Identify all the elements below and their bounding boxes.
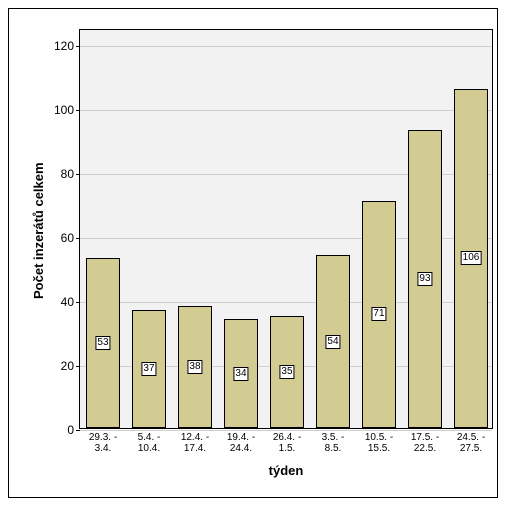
x-category-label: 10.5. -15.5. <box>356 432 402 454</box>
y-tick-mark <box>76 238 80 239</box>
bar-value-label: 34 <box>233 367 248 381</box>
y-tick-label: 60 <box>44 231 74 245</box>
y-tick-label: 20 <box>44 359 74 373</box>
bar-value-label: 53 <box>95 336 110 350</box>
x-category-label: 29.3. -3.4. <box>80 432 126 454</box>
y-tick-label: 120 <box>44 39 74 53</box>
y-tick-mark <box>76 110 80 111</box>
bar: 71 <box>362 201 396 428</box>
y-axis-title: Počet inzerátů celkem <box>31 162 46 299</box>
bar: 37 <box>132 310 166 428</box>
bar-value-label: 54 <box>325 335 340 349</box>
chart-frame: 0 20 40 60 80 100 120 53 29.3. -3.4. 37 5.4. -10.4… <box>8 8 498 498</box>
x-category-label: 19.4. -24.4. <box>218 432 264 454</box>
bar: 93 <box>408 130 442 428</box>
bar: 35 <box>270 316 304 428</box>
bar-value-label: 93 <box>417 272 432 286</box>
bar: 53 <box>86 258 120 428</box>
bar-value-label: 35 <box>279 365 294 379</box>
bar: 54 <box>316 255 350 428</box>
y-tick-label: 0 <box>44 423 74 437</box>
bar-value-label: 106 <box>461 251 482 265</box>
y-tick-mark <box>76 46 80 47</box>
x-category-label: 3.5. -8.5. <box>310 432 356 454</box>
y-tick-mark <box>76 174 80 175</box>
grid-line <box>80 430 492 431</box>
y-tick-mark <box>76 302 80 303</box>
bar-value-label: 38 <box>187 360 202 374</box>
bar-value-label: 37 <box>141 362 156 376</box>
x-category-label: 17.5. -22.5. <box>402 432 448 454</box>
x-category-label: 12.4. -17.4. <box>172 432 218 454</box>
bar-value-label: 71 <box>371 307 386 321</box>
y-tick-label: 100 <box>44 103 74 117</box>
x-axis-title: týden <box>79 463 493 478</box>
grid-line <box>80 46 492 47</box>
y-tick-mark <box>76 430 80 431</box>
bar: 38 <box>178 306 212 428</box>
y-tick-label: 80 <box>44 167 74 181</box>
y-tick-label: 40 <box>44 295 74 309</box>
bar: 34 <box>224 319 258 428</box>
x-category-label: 24.5. -27.5. <box>448 432 494 454</box>
bar: 106 <box>454 89 488 428</box>
x-category-label: 26.4. -1.5. <box>264 432 310 454</box>
x-category-label: 5.4. -10.4. <box>126 432 172 454</box>
y-tick-mark <box>76 366 80 367</box>
plot-area: 0204060801001205329.3. -3.4.375.4. -10.4… <box>79 29 493 429</box>
grid-line <box>80 110 492 111</box>
